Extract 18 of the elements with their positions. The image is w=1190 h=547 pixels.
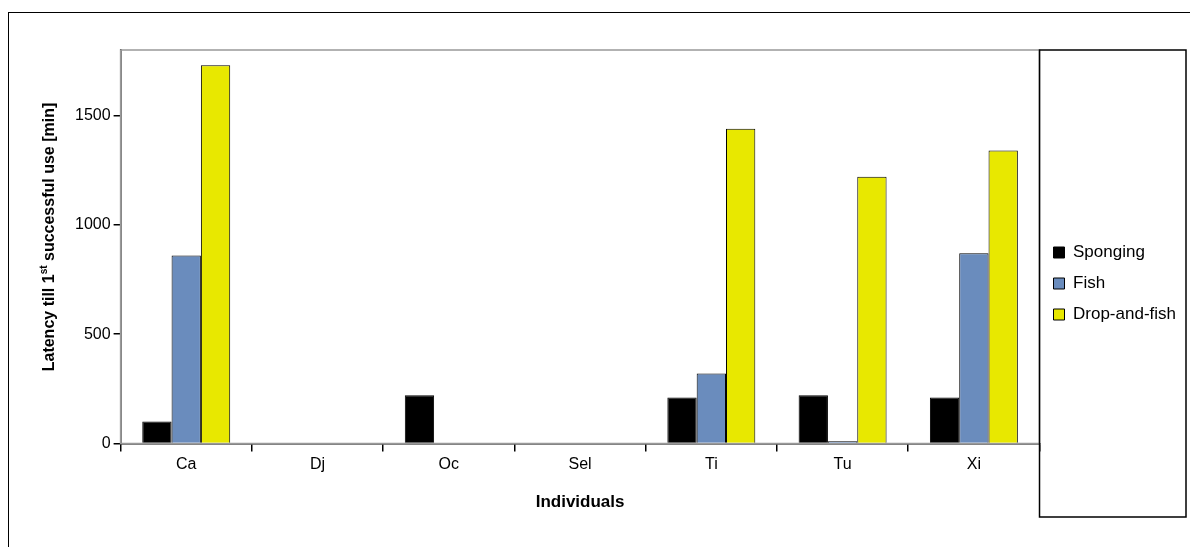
x-tick-label: Dj: [309, 455, 326, 473]
legend-label: Sponging: [1073, 242, 1145, 262]
x-tick-label: Sel: [568, 455, 592, 473]
legend-label: Drop-and-fish: [1073, 304, 1177, 324]
y-tick-label: 1000: [75, 215, 111, 233]
bar: [798, 395, 828, 443]
x-tick-label: Ca: [176, 455, 197, 473]
y-tick-label: 500: [83, 324, 111, 342]
bar: [404, 395, 435, 443]
x-tick-label: Tu: [833, 455, 852, 473]
x-axis-title: Individuals: [535, 492, 625, 512]
y-tick-label: 1500: [75, 105, 111, 123]
x-tick-label: Ti: [704, 455, 718, 473]
x-tick-label: Xi: [966, 455, 981, 473]
bar: [929, 397, 960, 443]
legend-label: Fish: [1073, 273, 1106, 293]
x-tick-label: Oc: [438, 455, 460, 473]
y-tick-label: 0: [101, 433, 111, 451]
